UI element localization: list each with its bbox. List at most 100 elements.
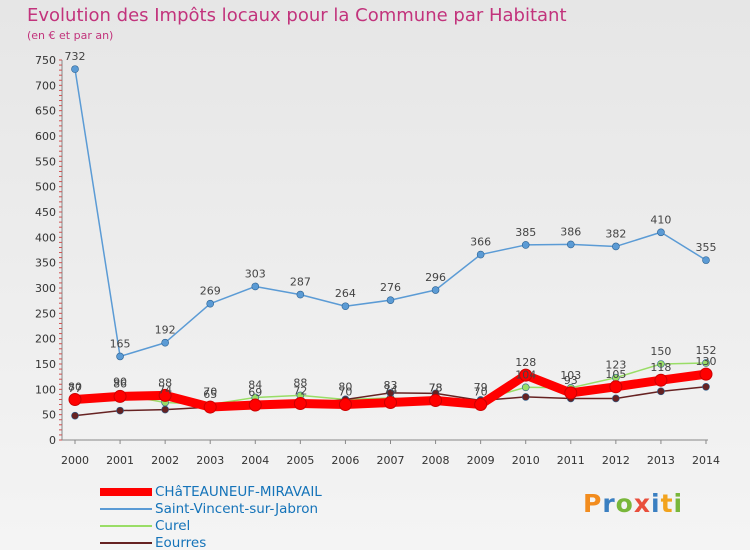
series-point-3 <box>521 393 530 401</box>
data-labels: 80 86 88 65 69 72 70 74 78 70 128 93 105 118 130 732 165… <box>65 50 717 401</box>
series-point-2 <box>657 360 665 368</box>
y-tick-label: 750 <box>35 54 56 67</box>
y-tick-label: 100 <box>35 383 56 396</box>
series-point-0 <box>699 367 713 381</box>
x-tick-label: 2014 <box>692 454 720 467</box>
y-tick-label: 600 <box>35 130 56 143</box>
data-label-1: 410 <box>650 213 671 226</box>
data-label-0: 65 <box>203 388 217 401</box>
data-label-0: 74 <box>384 384 398 397</box>
data-label-0: 70 <box>338 386 352 399</box>
legend-swatch <box>100 542 152 544</box>
series-point-3 <box>71 411 79 420</box>
x-tick-label: 2001 <box>106 454 134 467</box>
chart-axes: 0 50 100 150 200 250 300 350 400 450 500 550 600 650 7… <box>35 54 720 467</box>
data-label-2: 78 <box>429 381 443 394</box>
series-point-0 <box>654 373 668 387</box>
series-point-0 <box>68 392 82 406</box>
data-label-2: 80 <box>338 380 352 393</box>
legend-label: Saint-Vincent-sur-Jabron <box>155 501 319 517</box>
series-point-1 <box>341 302 350 311</box>
y-tick-label: 300 <box>35 282 56 295</box>
data-label-0: 78 <box>429 381 443 394</box>
data-label-2: 79 <box>474 381 488 394</box>
data-label-1: 355 <box>696 241 717 254</box>
data-label-1: 366 <box>470 236 491 249</box>
y-tick-label: 250 <box>35 307 56 320</box>
series-point-0 <box>474 398 488 412</box>
data-label-0: 130 <box>696 355 717 368</box>
x-tick-label: 2011 <box>557 454 585 467</box>
series-point-1 <box>386 296 395 304</box>
data-label-2: 152 <box>696 344 717 357</box>
x-tick-label: 2005 <box>286 454 314 467</box>
x-tick-label: 2003 <box>196 454 224 467</box>
legend-swatch <box>100 508 152 510</box>
series-point-1 <box>657 228 665 237</box>
legend-label: Curel <box>155 518 191 534</box>
data-label-1: 382 <box>605 227 626 240</box>
data-label-2: 90 <box>113 375 127 388</box>
series-point-2 <box>702 359 710 367</box>
y-tick-label: 450 <box>35 206 56 219</box>
x-tick-label: 2013 <box>647 454 675 467</box>
data-label-1: 296 <box>425 271 446 284</box>
line-chart: 0 50 100 150 200 250 300 350 400 450 500 550 600 650 7… <box>35 50 720 467</box>
data-label-0: 105 <box>605 368 626 381</box>
x-tick-label: 2008 <box>422 454 450 467</box>
series-point-0 <box>609 380 623 394</box>
data-label-2: 103 <box>560 369 581 382</box>
legend-label: CHâTEAUNEUF-MIRAVAIL <box>155 484 322 500</box>
y-tick-label: 550 <box>35 155 56 168</box>
y-tick-label: 50 <box>42 409 56 422</box>
series-point-1 <box>702 256 710 264</box>
x-tick-label: 2012 <box>602 454 630 467</box>
x-tick-label: 2007 <box>377 454 405 467</box>
series-point-0 <box>293 397 307 411</box>
proxiti-logo: Proxiti <box>583 489 684 518</box>
series-layer <box>68 65 713 420</box>
series-point-3 <box>161 405 169 414</box>
x-tick-label: 2010 <box>512 454 540 467</box>
data-label-0: 118 <box>650 361 671 374</box>
data-label-0: 86 <box>113 377 127 390</box>
data-label-0: 72 <box>293 385 307 398</box>
data-label-2: 74 <box>158 384 172 397</box>
data-label-1: 276 <box>380 281 401 294</box>
x-tick-label: 2000 <box>61 454 89 467</box>
data-label-2: 123 <box>605 359 626 372</box>
series-point-0 <box>338 398 352 412</box>
series-point-1 <box>161 338 169 347</box>
data-label-0: 70 <box>474 386 488 399</box>
series-point-0 <box>429 393 443 407</box>
series-point-3 <box>612 394 620 403</box>
series-point-0 <box>248 398 262 412</box>
legend-swatch <box>100 488 152 496</box>
data-label-0: 128 <box>515 356 536 369</box>
series-point-0 <box>113 389 127 403</box>
x-tick-label: 2006 <box>331 454 359 467</box>
series-point-1 <box>296 290 305 299</box>
series-point-3 <box>702 382 710 391</box>
series-point-0 <box>384 396 397 410</box>
y-tick-label: 150 <box>35 358 56 371</box>
legend-label: Eourres <box>155 535 207 551</box>
x-tick-label: 2009 <box>467 454 495 467</box>
x-tick-label: 2002 <box>151 454 179 467</box>
data-label-1: 385 <box>515 226 536 239</box>
data-label-1: 303 <box>245 267 266 280</box>
series-point-1 <box>612 242 620 251</box>
data-label-1: 732 <box>65 50 86 63</box>
data-label-0: 88 <box>158 376 172 389</box>
series-point-1 <box>431 286 440 294</box>
y-tick-label: 350 <box>35 257 56 270</box>
series-point-3 <box>116 406 124 415</box>
series-point-1 <box>476 250 485 259</box>
data-label-0: 93 <box>564 374 578 387</box>
series-point-1 <box>251 282 260 291</box>
series-point-2 <box>521 383 530 392</box>
y-tick-label: 200 <box>35 333 56 346</box>
y-tick-label: 700 <box>35 79 56 92</box>
data-label-0: 80 <box>68 380 82 393</box>
